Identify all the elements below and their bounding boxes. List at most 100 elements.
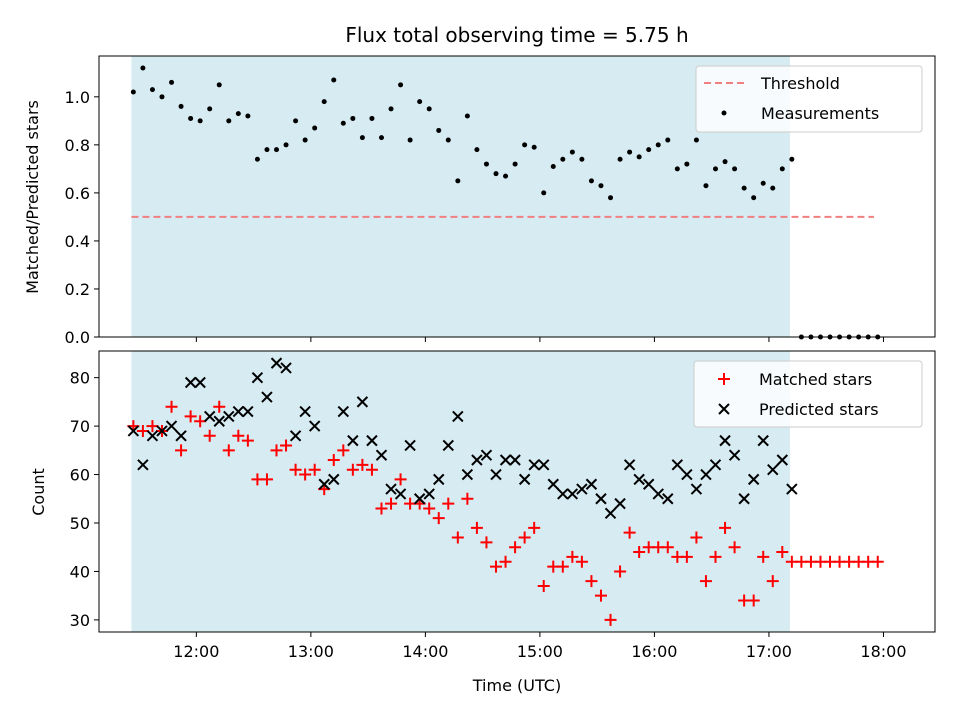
matched-star-point [699, 575, 712, 588]
predicted-star-point [595, 493, 607, 505]
matched-star-point [518, 531, 531, 544]
x-tick-label: 13:00 [288, 642, 334, 661]
x-tick-label: 17:00 [746, 642, 792, 661]
predicted-star-point [690, 483, 703, 495]
measurement-point [703, 183, 709, 189]
predicted-star-point [299, 405, 311, 418]
predicted-star-point [242, 405, 254, 418]
predicted-star-point [480, 449, 493, 461]
predicted-star-point [175, 430, 187, 442]
matched-star-point [499, 555, 512, 568]
predicted-star-point [194, 376, 206, 389]
matched-star-point [203, 429, 216, 442]
predicted-star-point [184, 376, 197, 389]
top-y-axis: 0.0 0.2 0.4 0.6 0.8 1.0 [65, 88, 99, 347]
top-y-axis-label: Matched/Predicted stars [23, 100, 42, 294]
matched-star-point [175, 444, 188, 457]
matched-star-point [661, 541, 674, 554]
measurement-point [417, 99, 423, 105]
top-legend-box [695, 65, 923, 133]
predicted-star-point [719, 434, 731, 447]
matched-star-point [728, 541, 741, 554]
measurement-point [732, 166, 738, 172]
predicted-star-point [566, 488, 579, 500]
measurement-point [359, 135, 365, 141]
measurement-point [579, 156, 585, 162]
y-tick-label: 0.2 [65, 280, 90, 299]
y-tick-label: 1.0 [65, 88, 90, 107]
matched-star-point [423, 502, 436, 515]
predicted-star-point [547, 478, 559, 490]
matched-star-point [299, 468, 312, 481]
predicted-star-point [452, 410, 464, 423]
chart-title: Flux total observing time = 5.75 h [345, 23, 688, 47]
predicted-star-point [223, 410, 235, 423]
matched-star-point [766, 575, 779, 588]
y-tick-label: 0.8 [65, 136, 90, 155]
matched-star-point [509, 541, 522, 554]
measurement-point [188, 115, 194, 121]
measurement-point [369, 115, 375, 121]
matched-star-point [680, 550, 693, 563]
measurement-point [493, 171, 499, 177]
measurement-point [254, 156, 260, 162]
matched-star-point [575, 555, 588, 568]
measurement-point [770, 185, 776, 191]
predicted-star-point [347, 434, 359, 447]
measurement-point [331, 77, 337, 83]
matched-star-point [757, 550, 770, 563]
matched-star-point [432, 512, 445, 525]
matched-star-point [337, 444, 350, 457]
measurement-point [713, 166, 719, 172]
measurement-point [235, 111, 241, 117]
measurement-point [178, 103, 184, 109]
predicted-star-point [127, 425, 140, 437]
top-plot-panel: 0.0 0.2 0.4 0.6 0.8 1.0 Matched/Predicted sta… [23, 55, 936, 347]
measurement-point [321, 99, 327, 105]
y-tick-label: 50 [70, 514, 90, 533]
predicted-star-point [146, 430, 159, 442]
predicted-star-point [165, 420, 178, 432]
predicted-star-point [538, 459, 550, 471]
matched-star-point [146, 420, 159, 433]
measurement-point [398, 82, 404, 88]
predicted-star-point [738, 493, 750, 505]
measurement-point [617, 156, 623, 162]
measurement-point [274, 147, 280, 153]
bottom-shaded-span [131, 351, 790, 632]
matched-legend-swatch [718, 373, 730, 385]
x-tick-label: 18:00 [860, 642, 906, 661]
measurement-point [197, 118, 203, 124]
matched-star-point [289, 463, 302, 476]
measurement-point [445, 137, 451, 143]
measurement-point [312, 125, 318, 131]
y-tick-label: 70 [70, 417, 90, 436]
predicted-star-point [576, 483, 588, 495]
predicted-star-point [652, 488, 664, 500]
matched-star-point [385, 497, 398, 510]
predicted-star-point [394, 488, 407, 500]
predicted-star-point [509, 454, 521, 466]
measurement-point [216, 82, 222, 88]
measurement-point [560, 156, 566, 162]
measurements-legend-label: Measurements [761, 104, 879, 123]
predicted-star-point [289, 430, 302, 442]
predicted-star-point [681, 468, 693, 481]
predicted-star-point [404, 439, 416, 452]
measurement-point [636, 154, 642, 160]
matched-star-point [375, 502, 388, 515]
predicted-star-point [251, 371, 264, 384]
predicted-star-point [499, 454, 512, 466]
y-tick-label: 40 [70, 562, 90, 581]
measurement-point [302, 137, 308, 143]
matched-star-point [747, 594, 760, 607]
measurement-point [646, 147, 652, 153]
matched-legend-label: Matched stars [759, 370, 872, 389]
matched-star-point [260, 473, 273, 486]
predicted-legend-label: Predicted stars [759, 400, 879, 419]
y-tick-label: 0.4 [65, 232, 90, 251]
matched-star-point [556, 560, 569, 573]
matched-star-point [623, 526, 636, 539]
predicted-star-point [747, 473, 760, 486]
measurement-point [130, 89, 136, 95]
